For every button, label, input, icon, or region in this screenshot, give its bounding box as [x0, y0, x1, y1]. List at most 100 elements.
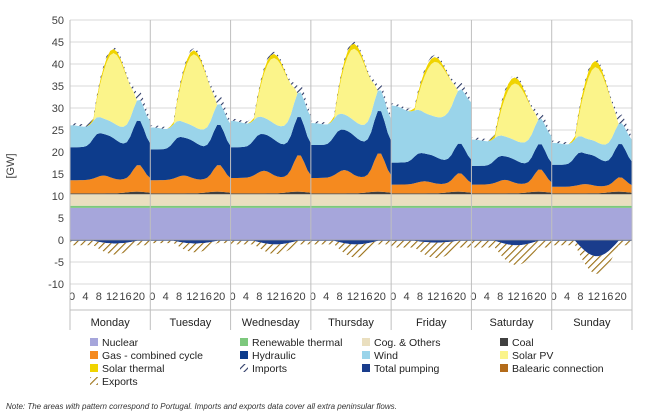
- plot-areas: [70, 41, 632, 274]
- area-nuclear: [551, 207, 632, 240]
- legend-swatch: [362, 338, 370, 346]
- x-tick-label: 12: [507, 291, 519, 303]
- area-hydro: [150, 124, 231, 181]
- legend-swatch: [240, 364, 248, 372]
- x-tick-label: 8: [497, 291, 503, 303]
- x-tick-label: 0: [149, 291, 155, 303]
- x-tick-label: 16: [521, 291, 533, 303]
- y-tick-label: 15: [52, 169, 64, 181]
- y-axis-label: [GW]: [5, 153, 17, 178]
- area-wind: [230, 92, 311, 148]
- area-coal: [391, 191, 472, 195]
- area-nuclear: [391, 207, 472, 240]
- x-tick-label: 8: [417, 291, 423, 303]
- y-tick-label: 20: [52, 147, 64, 159]
- legend-label: Wind: [374, 350, 398, 362]
- x-tick-label: 8: [176, 291, 182, 303]
- area-hydro: [70, 120, 151, 181]
- x-tick-label: 12: [186, 291, 198, 303]
- x-tick-label: 8: [96, 291, 102, 303]
- area-sol: [70, 53, 151, 127]
- x-tick-label: 4: [323, 291, 329, 303]
- x-tick-label: 12: [588, 291, 600, 303]
- legend-label: Exports: [102, 376, 138, 388]
- area-wind: [391, 89, 472, 163]
- area-nuclear: [150, 207, 231, 240]
- legend-label: Imports: [252, 363, 287, 375]
- area-exp: [551, 240, 632, 274]
- area-wind: [471, 119, 552, 166]
- y-tick-label: 35: [52, 81, 64, 93]
- footnote: Note: The areas with pattern correspond …: [6, 402, 397, 411]
- x-tick-label: 4: [163, 291, 169, 303]
- area-wind: [310, 90, 392, 145]
- area-gas: [70, 165, 151, 194]
- area-exp: [230, 240, 311, 254]
- area-pump: [551, 240, 632, 257]
- legend-label: Cog. & Others: [374, 337, 441, 349]
- area-renew: [70, 205, 151, 208]
- x-tick-label: 20: [374, 291, 386, 303]
- x-tick-label: 4: [243, 291, 249, 303]
- y-tick-label: -10: [48, 279, 64, 291]
- area-coal: [150, 191, 231, 195]
- area-exp: [70, 240, 151, 255]
- area-pump: [391, 240, 472, 243]
- x-tick-label: 0: [69, 291, 75, 303]
- area-renew: [310, 205, 392, 208]
- x-tick-label: 4: [82, 291, 88, 303]
- y-tick-label: 45: [52, 37, 64, 49]
- y-tick-label: -5: [54, 257, 64, 269]
- legend-swatch: [362, 364, 370, 372]
- area-exp: [150, 240, 231, 253]
- x-tick-label: 16: [360, 291, 372, 303]
- legend-swatch: [362, 351, 370, 359]
- x-tick-label: 8: [577, 291, 583, 303]
- day-label: Wednesday: [242, 317, 300, 329]
- legend-swatch: [240, 351, 248, 359]
- area-pump: [310, 240, 392, 245]
- area-renew: [230, 205, 311, 208]
- x-tick-label: 16: [601, 291, 613, 303]
- y-tick-label: 50: [52, 15, 64, 27]
- x-tick-label: 20: [614, 291, 626, 303]
- area-coal: [471, 191, 552, 195]
- legend-label: Coal: [512, 337, 534, 349]
- area-coal: [70, 191, 151, 195]
- x-tick-label: 0: [551, 291, 557, 303]
- legend-label: Total pumping: [374, 363, 440, 375]
- area-cog: [150, 194, 231, 206]
- x-tick-label: 16: [200, 291, 212, 303]
- legend-label: Renewable thermal: [252, 337, 342, 349]
- area-sol: [230, 58, 311, 127]
- area-imp: [391, 54, 472, 111]
- legend-swatch: [500, 351, 508, 359]
- day-label: Friday: [416, 317, 447, 329]
- x-tick-label: 20: [534, 291, 546, 303]
- x-tick-label: 8: [337, 291, 343, 303]
- area-gas: [310, 153, 392, 194]
- area-cog: [70, 194, 151, 206]
- y-tick-label: 25: [52, 125, 64, 137]
- area-cog: [471, 194, 552, 206]
- area-imp: [310, 41, 392, 125]
- area-nuclear: [471, 207, 552, 240]
- area-gas: [471, 169, 552, 194]
- x-tick-label: 16: [280, 291, 292, 303]
- area-sol: [471, 83, 552, 143]
- legend-label: Balearic connection: [512, 363, 604, 375]
- legend-swatch: [90, 351, 98, 359]
- x-tick-label: 8: [256, 291, 262, 303]
- area-coal: [310, 191, 392, 195]
- legend-label: Hydraulic: [252, 350, 296, 362]
- area-wind: [70, 99, 151, 148]
- x-tick-label: 12: [427, 291, 439, 303]
- day-label: Thursday: [328, 317, 374, 329]
- legend: Nuclear Renewable thermal Cog. & Others Coa…: [90, 337, 604, 388]
- legend-swatch: [500, 364, 508, 372]
- x-tick-label: 4: [403, 291, 409, 303]
- x-tick-label: 20: [454, 291, 466, 303]
- x-tick-label: 12: [347, 291, 359, 303]
